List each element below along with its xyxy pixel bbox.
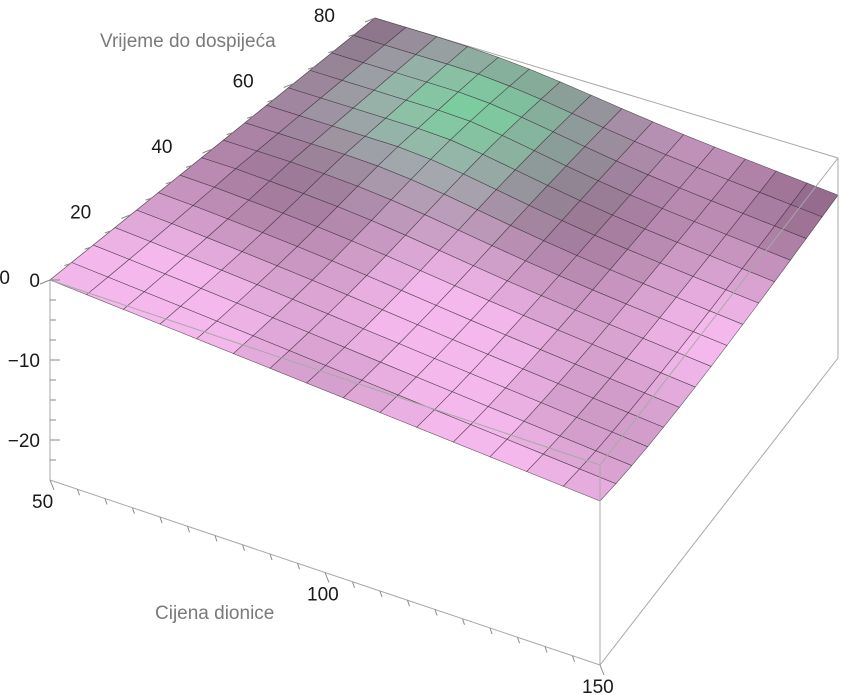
x-tick-mark [49,479,55,491]
x-minor-tick [379,590,383,598]
y-minor-tick [328,50,335,54]
y-tick-mark [121,214,132,219]
y-tick-label: 40 [151,137,172,158]
y-tick-mark [283,83,294,88]
z-tick-label: −10 [8,351,40,372]
y-tick-label: 0 [0,268,10,289]
x-minor-tick [159,516,163,524]
x-minor-tick [517,637,520,644]
y-axis-title: Vrijeme do dospijeća [100,31,276,52]
x-minor-tick [407,600,410,607]
x-minor-tick [352,581,355,588]
axis-ticks [39,17,605,676]
y-tick-mark [39,279,51,285]
x-axis-title: Cijena dionice [155,603,274,624]
y-tick-mark [202,148,213,154]
y-minor-tick [267,99,274,103]
box-edge-top-front [49,279,601,466]
x-minor-tick [132,507,135,514]
box-edge-top-right [599,157,839,466]
x-minor-tick [462,618,465,625]
y-minor-tick [186,164,193,168]
box-edge-bottom-right [599,357,839,666]
y-minor-tick [165,181,173,185]
x-tick-label: 150 [582,677,614,695]
x-minor-tick [77,489,80,496]
x-tick-mark [599,664,605,676]
y-minor-tick [84,246,91,250]
x-tick-label: 50 [32,492,53,513]
x-minor-tick [242,544,245,551]
y-tick-label: 80 [314,6,335,27]
y-minor-tick [226,132,233,136]
z-tick-label: 0 [29,271,40,292]
y-minor-tick [64,263,71,267]
x-minor-tick [104,498,108,505]
x-minor-tick [297,563,300,570]
surface-cell [562,468,617,502]
x-tick-label: 100 [307,585,339,606]
x-minor-tick [572,655,575,662]
y-tick-mark [364,17,376,23]
y-tick-label: 20 [70,203,91,224]
y-minor-tick [307,66,315,70]
y-tick-label: 60 [233,72,254,93]
surface-mesh [49,17,839,502]
y-minor-tick [104,230,112,234]
y-minor-tick [246,115,254,119]
x-minor-tick [214,535,218,542]
axis-tick-labels: 50 100 150 0 20 40 60 80 0 −10 −20 [0,6,614,695]
x-minor-tick [269,553,273,561]
x-minor-tick [544,646,548,653]
y-minor-tick [348,33,355,37]
x-minor-tick [489,627,493,635]
x-minor-tick [187,526,190,533]
x-minor-tick [434,609,438,616]
y-minor-tick [145,197,152,201]
z-tick-label: −20 [8,431,40,452]
x-tick-mark [324,572,330,583]
